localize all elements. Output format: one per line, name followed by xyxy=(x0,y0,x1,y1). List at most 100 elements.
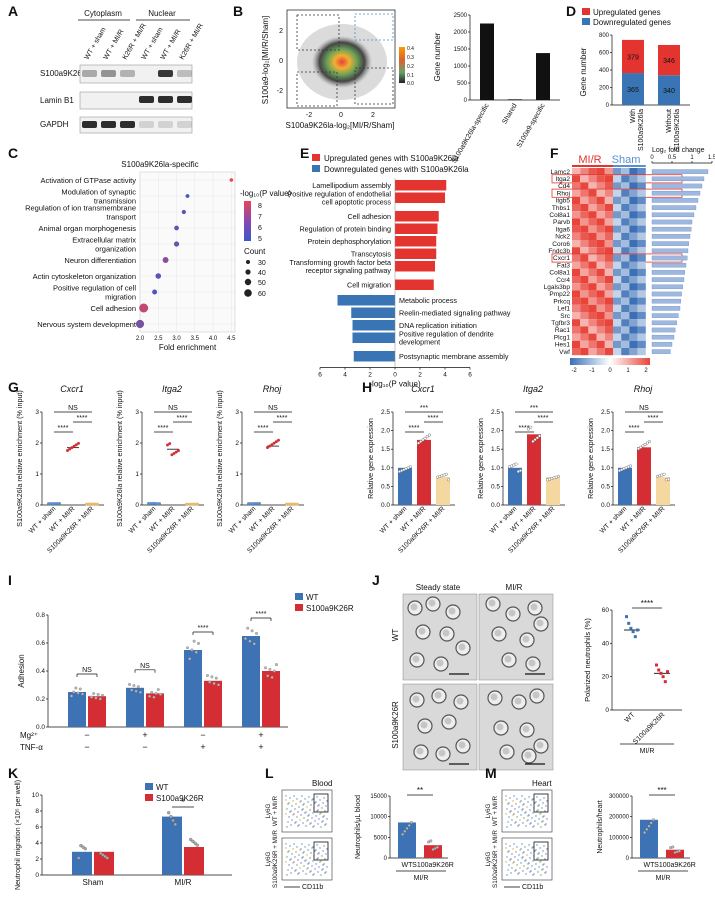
data-point xyxy=(401,832,405,836)
flow-event xyxy=(304,798,306,800)
flow-event xyxy=(307,819,309,821)
y-axis-label: Relative gene expression xyxy=(366,418,375,499)
data-point xyxy=(152,695,156,699)
flow-event xyxy=(297,859,299,861)
flow-event xyxy=(320,860,322,862)
tick-label: 1 xyxy=(35,471,39,478)
category-label: S100a9-specific xyxy=(516,102,547,149)
sig-label: **** xyxy=(256,611,267,618)
flow-event xyxy=(302,856,304,858)
blot-band xyxy=(158,121,173,128)
tick-label: 1 xyxy=(135,471,139,478)
flow-event xyxy=(302,822,304,824)
heatmap-cell xyxy=(588,189,597,197)
heatmap-cell xyxy=(596,247,605,255)
flow-event xyxy=(530,852,532,854)
flow-event xyxy=(314,802,316,804)
flow-event xyxy=(533,825,535,827)
group-label: WT xyxy=(624,711,637,724)
gene-label: Hes1 xyxy=(555,342,571,349)
flow-event xyxy=(286,826,288,828)
term-label: Lamellipodium assembly xyxy=(312,181,391,190)
heatmap-cell xyxy=(572,175,581,183)
condition-sign: − xyxy=(84,742,89,752)
heatmap-cell xyxy=(604,340,613,348)
flow-event xyxy=(511,819,513,821)
cell-nucleus xyxy=(412,655,420,663)
tick-label: 0.0 xyxy=(381,502,390,509)
heatmap-cell xyxy=(604,290,613,298)
heatmap-cell xyxy=(621,283,630,291)
heatmap-cell xyxy=(604,283,613,291)
heatmap-cell xyxy=(621,348,630,356)
data-point xyxy=(677,849,681,853)
heatmap-cell xyxy=(629,182,638,190)
flow-event xyxy=(538,818,540,820)
data-point xyxy=(428,433,432,437)
flow-event xyxy=(512,848,514,850)
flow-event xyxy=(521,795,523,797)
flow-event xyxy=(323,845,325,847)
heatmap-cell xyxy=(621,218,630,226)
tick-label: 200000 xyxy=(609,815,630,821)
size-legend-dot xyxy=(244,289,252,297)
flow-event xyxy=(521,857,523,859)
flow-event xyxy=(322,864,324,866)
flow-event xyxy=(509,811,511,813)
heatmap-cell xyxy=(604,175,613,183)
heatmap-cell xyxy=(621,297,630,305)
heatmap-cell xyxy=(588,232,597,240)
sig-label: **** xyxy=(641,599,653,608)
data-point xyxy=(643,831,647,834)
data-point xyxy=(70,694,73,698)
flow-event xyxy=(290,824,292,826)
cell-nucleus xyxy=(532,691,540,699)
legend-swatch-wt xyxy=(145,783,153,790)
gene-label: Coro6 xyxy=(552,241,570,248)
data-point xyxy=(645,827,649,831)
legend-mut: S100a9K26R xyxy=(306,604,354,613)
flow-event xyxy=(291,867,293,869)
blot-band xyxy=(177,70,192,77)
fc-bar xyxy=(651,255,688,261)
heatmap-cell xyxy=(637,304,646,312)
fc-bar xyxy=(651,349,671,354)
bar xyxy=(637,447,651,505)
data-point xyxy=(189,837,193,842)
condition-sign: − xyxy=(142,742,147,752)
data-point xyxy=(270,675,274,679)
flow-event xyxy=(520,814,522,816)
flow-event xyxy=(289,859,291,861)
tick-label: 300000 xyxy=(609,794,630,800)
down-bar xyxy=(353,351,395,362)
legend-swatch-up xyxy=(582,8,590,15)
flow-event xyxy=(517,873,519,875)
blot-band xyxy=(120,121,135,128)
gene-label: Cd4 xyxy=(558,183,570,190)
flow-event xyxy=(538,866,540,868)
data-point xyxy=(407,823,411,827)
flow-event xyxy=(506,874,508,876)
gene-label: Pmp22 xyxy=(549,291,570,298)
condition-sign: − xyxy=(84,730,89,740)
heatmap-cell xyxy=(637,333,646,341)
sig-label: NS xyxy=(168,405,178,412)
flow-event xyxy=(512,862,514,864)
flow-event xyxy=(315,815,317,817)
flow-event xyxy=(545,853,547,855)
flow-event xyxy=(508,802,510,804)
flow-event xyxy=(285,799,287,801)
flow-event xyxy=(295,803,297,805)
flow-event xyxy=(297,825,299,827)
flow-event xyxy=(326,818,328,820)
heatmap-cell xyxy=(580,348,589,356)
flow-event xyxy=(320,874,322,876)
heatmap-cell xyxy=(572,254,581,262)
flow-event xyxy=(505,843,507,845)
data-point xyxy=(645,441,649,445)
bar-value-label: 340 xyxy=(663,88,675,95)
heatmap-cell xyxy=(637,283,646,291)
heatmap-cell xyxy=(588,304,597,312)
cell-nucleus xyxy=(508,609,516,617)
tick-label: 0.6 xyxy=(36,640,45,647)
